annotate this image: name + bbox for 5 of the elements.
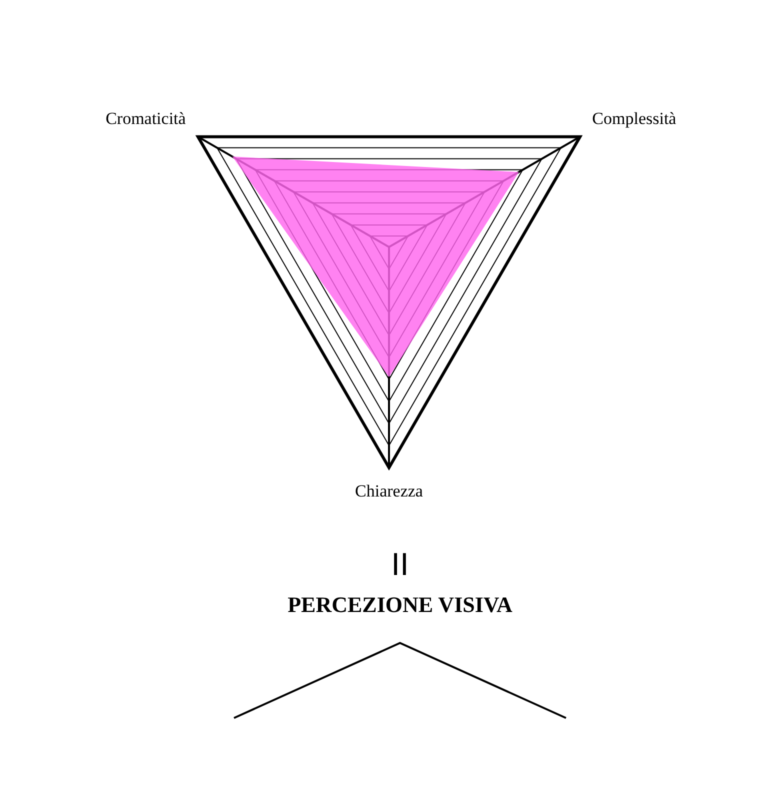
spoke-label: Complessità: [592, 108, 677, 128]
spoke-label: Cromaticità: [106, 108, 186, 128]
spoke-label: Chiarezza: [355, 481, 424, 500]
text: II: [390, 548, 410, 583]
text: PERCEZIONE VISIVA: [286, 592, 514, 618]
